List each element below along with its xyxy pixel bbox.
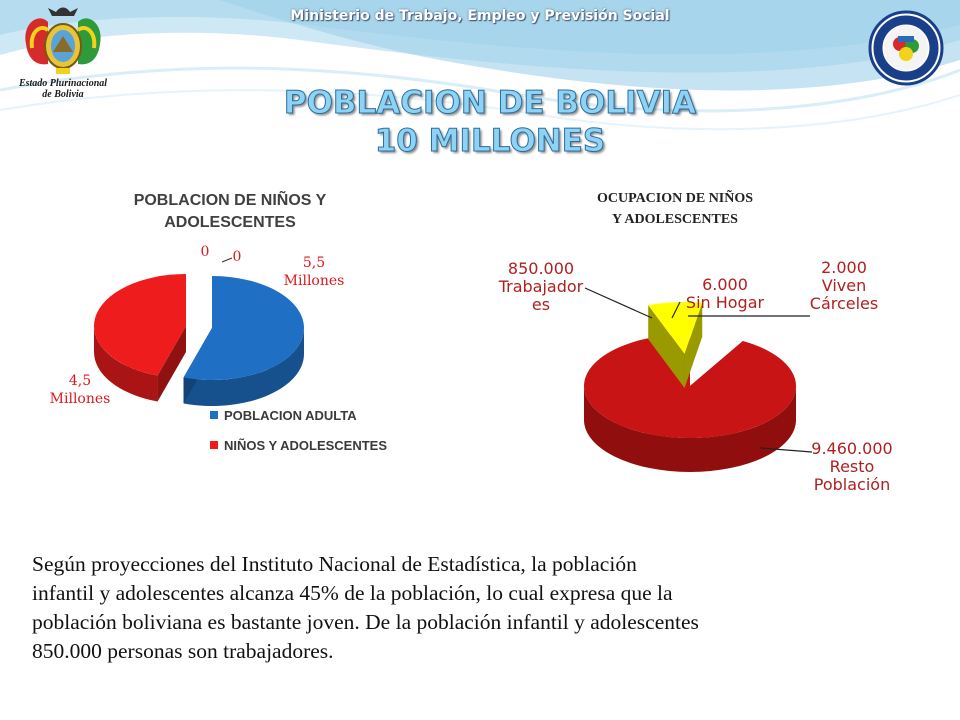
chart2-label-trabajadores-name: Trabajador: [498, 277, 584, 296]
chart2-label-sinhogar-value: 6.000: [702, 275, 748, 294]
chart2-label-trabajadores: 850.000 Trabajador es: [494, 260, 588, 314]
chart1-label-ninos-value: 4,5: [68, 373, 92, 389]
chart2-slice-resto-top: [583, 334, 796, 438]
chart1-title-line2: ADOLESCENTES: [164, 214, 296, 231]
chart1-label-adulta-value: 5,5: [302, 255, 326, 271]
chart2-label-sinhogar-name: Sin Hogar: [685, 293, 765, 312]
body-line4: 850.000 personas son trabajadores.: [32, 639, 334, 663]
chart1-slice-adulta-top: [183, 276, 305, 380]
chart2-leader-trabajadores: [584, 287, 653, 319]
chart2-leader-sinhogar: [671, 301, 681, 319]
chart2-title-line1: OCUPACION DE NIÑOS: [596, 191, 754, 206]
chart1-slice-ninos-top: [94, 274, 186, 376]
chart1-title-line1: POBLACION DE NIÑOS Y: [133, 192, 327, 209]
chart1-zero-label-b: 0: [232, 249, 242, 265]
chart2-label-sinhogar: 6.000 Sin Hogar: [680, 276, 770, 312]
chart2-label-resto-name2: Población: [813, 475, 891, 494]
chart1-label-ninos-unit: Millones: [49, 391, 111, 407]
chart1-title: POBLACION DE NIÑOS Y ADOLESCENTES: [95, 190, 365, 234]
chart2-label-resto: 9.460.000 Resto Población: [804, 440, 900, 494]
legend-item-ninos: NIÑOS Y ADOLESCENTES: [210, 434, 387, 456]
chart2-label-carceles: 2.000 Viven Cárceles: [804, 259, 884, 313]
ministry-title: Ministerio de Trabajo, Empleo y Previsió…: [290, 8, 670, 24]
header-swoosh: [0, 0, 960, 131]
emblem-label-line2: de Bolivia: [42, 89, 84, 100]
chart2-slice-trabajadores-edge-1: [684, 302, 703, 388]
chart2-label-resto-name: Resto: [829, 457, 875, 476]
legend-label-ninos: NIÑOS Y ADOLESCENTES: [224, 437, 388, 453]
legend-swatch-red: [210, 441, 218, 449]
chart1-slice-ninos-edge-0: [157, 326, 186, 402]
chart1-label-adulta-unit: Millones: [283, 273, 345, 289]
chart2-label-carceles-value: 2.000: [821, 258, 867, 277]
bolivia-coat-of-arms-icon: [25, 7, 101, 74]
chart2-label-resto-value: 9.460.000: [811, 439, 893, 458]
body-line3: población boliviana es bastante joven. D…: [32, 610, 699, 634]
chart1-label-adulta: 5,5 Millones: [278, 254, 350, 290]
page-title: POBLACION DE BOLIVIA 10 MILLONES: [190, 84, 790, 160]
chart2-title: OCUPACION DE NIÑOS Y ADOLESCENTES: [545, 188, 805, 230]
chart2-label-trabajadores-name2: es: [531, 295, 551, 314]
chart2-title-line2: Y ADOLESCENTES: [612, 212, 738, 227]
page-title-line1: POBLACION DE BOLIVIA: [283, 85, 697, 122]
chart1-label-ninos: 4,5 Millones: [44, 372, 116, 408]
chart1-legend: POBLACION ADULTA NIÑOS Y ADOLESCENTES: [210, 404, 387, 464]
chart2-slice-resto-edge-0: [690, 340, 743, 420]
chart2-label-trabajadores-value: 850.000: [507, 259, 575, 278]
chart2-label-carceles-name: Viven: [821, 276, 867, 295]
emblem-label: Estado Plurinacional de Bolivia: [8, 78, 118, 100]
body-paragraph: Según proyecciones del Instituto Naciona…: [32, 550, 932, 666]
chart2-slice-resto-side: [584, 386, 796, 472]
chart2-slice-trabajadores-edge-0: [648, 305, 685, 388]
emblem-label-line1: Estado Plurinacional: [18, 78, 108, 89]
chart2-label-box: [495, 258, 585, 320]
legend-item-adulta: POBLACION ADULTA: [210, 404, 387, 426]
chart2-label-carceles-name2: Cárceles: [809, 294, 879, 313]
body-line2: infantil y adolescentes alcanza 45% de l…: [32, 581, 673, 605]
ministry-seal-icon: [868, 10, 944, 86]
chart1-slice-adulta-side: [183, 328, 304, 406]
legend-swatch-blue: [210, 411, 218, 419]
chart1-zero-label-a: 0: [200, 244, 210, 260]
chart1-slice-adulta-edge-1: [183, 328, 212, 404]
legend-label-adulta: POBLACION ADULTA: [224, 407, 357, 423]
body-line1: Según proyecciones del Instituto Naciona…: [32, 552, 637, 576]
page-title-line2: 10 MILLONES: [374, 123, 606, 160]
